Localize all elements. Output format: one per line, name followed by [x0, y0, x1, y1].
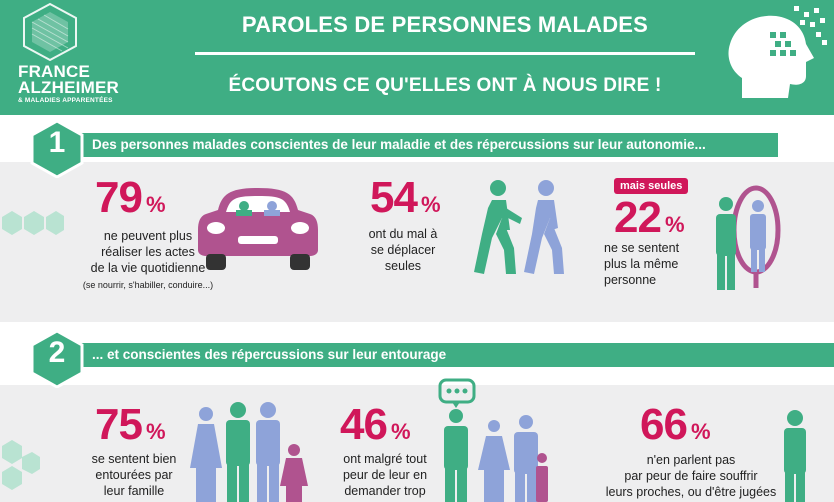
section-1-hexagon-icon	[30, 120, 84, 178]
car-icon	[198, 188, 318, 270]
section-1-heading: Des personnes malades conscientes de leu…	[78, 133, 778, 157]
stat-46-unit: %	[390, 419, 411, 444]
stat-79-value: 79	[95, 173, 143, 222]
stat-75-value: 75	[95, 400, 143, 449]
stat-22-percent: 22%	[614, 193, 685, 243]
page-subtitle: ÉCOUTONS CE QU'ELLES ONT À NOUS DIRE !	[228, 75, 662, 96]
section-2-number: 2	[48, 336, 66, 369]
header-banner: FRANCE ALZHEIMER & MALADIES APPARENTÉES …	[0, 0, 834, 115]
stat-75-description: se sentent bien entourées par leur famil…	[78, 451, 190, 499]
title-divider	[195, 52, 695, 55]
section-2-background	[0, 385, 834, 502]
stat-46-line-3: demander trop	[344, 484, 426, 498]
stat-46-description: ont malgré tout peur de leur en demander…	[330, 451, 440, 499]
stat-46-line-1: ont malgré tout	[343, 452, 427, 466]
stat-66-percent: 66%	[640, 400, 711, 450]
stat-54-line-3: seules	[384, 259, 422, 273]
stat-79-line-1: ne peuvent plus	[103, 229, 193, 243]
logo-line-france: FRANCE	[18, 62, 91, 81]
stat-54-description: ont du mal à se déplacer seules	[348, 226, 458, 274]
stat-22-line-1: ne se sentent	[604, 241, 680, 255]
section-1-number: 1	[48, 126, 66, 159]
stat-75-line-1: se sentent bien	[91, 452, 177, 466]
stat-54-percent: 54%	[370, 173, 441, 223]
brand-logo: FRANCE ALZHEIMER & MALADIES APPARENTÉES	[18, 62, 119, 105]
stat-79-line-3: de la vie quotidienne	[90, 261, 206, 275]
stat-75-percent: 75%	[95, 400, 166, 450]
stat-66-unit: %	[690, 419, 711, 444]
stat-66-value: 66	[640, 400, 688, 449]
section-1-background	[0, 162, 834, 322]
hexagon-logo-icon	[23, 2, 77, 62]
stat-54-line-1: ont du mal à	[368, 227, 438, 241]
stat-79-line-2: réaliser les actes	[101, 245, 195, 259]
stat-75-unit: %	[145, 419, 166, 444]
stat-75-line-3: leur famille	[103, 484, 165, 498]
stat-54-unit: %	[420, 192, 441, 217]
stat-79-note: (se nourrir, s'habiller, conduire...)	[82, 280, 214, 290]
stat-66-line-1: n'en parlent pas	[646, 453, 736, 467]
stat-75-line-2: entourées par	[95, 468, 173, 482]
section-2-heading: ... et conscientes des répercussions sur…	[78, 343, 834, 367]
stat-22-value: 22	[614, 193, 662, 242]
decorative-hexagons-icon	[2, 211, 64, 235]
stat-22-line-3: personne	[604, 273, 657, 287]
stat-22-line-2: plus la même	[604, 257, 679, 271]
stat-66-line-2: par peur de faire souffrir	[624, 469, 758, 483]
walking-people-icon	[474, 180, 564, 274]
speech-bubble-family-icon	[438, 378, 548, 502]
mirror-icon	[716, 185, 781, 290]
stat-79-unit: %	[145, 192, 166, 217]
stat-22-badge: mais seules	[614, 178, 689, 194]
stat-46-percent: 46%	[340, 400, 411, 450]
page-title: PAROLES DE PERSONNES MALADES	[241, 12, 649, 37]
stat-54-line-2: se déplacer	[370, 243, 436, 257]
stat-79-description: ne peuvent plus réaliser les actes de la…	[78, 228, 218, 276]
family-icon	[190, 402, 308, 502]
stat-22-description: ne se sentent plus la même personne	[604, 240, 694, 288]
stat-54-value: 54	[370, 173, 418, 222]
silent-person-icon	[784, 410, 806, 502]
stat-46-line-2: peur de leur en	[342, 468, 428, 482]
logo-line-alzheimer: ALZHEIMER	[18, 78, 119, 97]
stat-46-value: 46	[340, 400, 388, 449]
head-pixel-icon	[728, 6, 827, 98]
section-2-hexagon-icon	[30, 330, 84, 388]
stat-22-unit: %	[664, 212, 685, 237]
stat-66-description: n'en parlent pas par peur de faire souff…	[596, 452, 786, 500]
logo-line-maladies: & MALADIES APPARENTÉES	[18, 97, 113, 104]
stat-79-percent: 79%	[95, 173, 166, 223]
stat-66-line-3: leurs proches, ou d'être jugées	[605, 485, 777, 499]
decorative-hexagons-icon	[2, 440, 40, 490]
